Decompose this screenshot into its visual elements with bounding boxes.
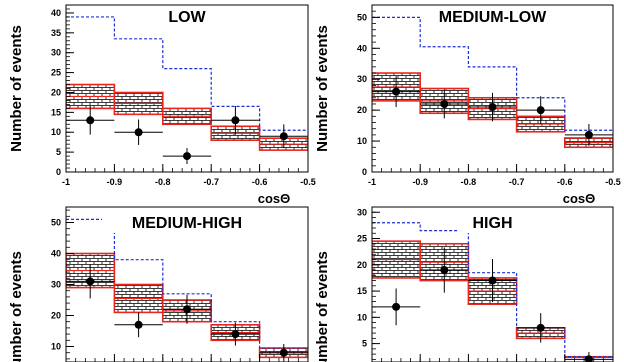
y-tick-label: 30 xyxy=(51,280,61,290)
y-tick-label: 25 xyxy=(357,234,367,244)
y-tick-label: 0 xyxy=(56,167,61,177)
panel-title-bg xyxy=(102,211,272,233)
plot-area xyxy=(372,222,613,362)
x-tick-label: -0.8 xyxy=(155,177,171,187)
data-point xyxy=(279,348,288,357)
data-point xyxy=(392,302,401,311)
y-tick-label: 50 xyxy=(51,218,61,228)
data-point xyxy=(86,277,95,286)
data-point xyxy=(86,116,95,125)
y-tick-label: 15 xyxy=(357,286,367,296)
x-tick-label: -0.5 xyxy=(605,177,621,187)
plot-frame xyxy=(371,206,614,362)
plot-area xyxy=(66,16,308,165)
panel-title-bg xyxy=(458,211,527,233)
dashed-histogram xyxy=(66,218,308,349)
data-point xyxy=(134,128,143,137)
y-axis-label: Number of events xyxy=(8,25,25,152)
panel-title: MEDIUM-HIGH xyxy=(132,215,242,232)
x-axis-label: cosΘ xyxy=(563,191,596,206)
data-point xyxy=(584,355,593,362)
plot-area xyxy=(372,16,613,149)
data-point xyxy=(488,276,497,285)
y-tick-label: 40 xyxy=(51,8,61,18)
y-tick-label: 30 xyxy=(51,48,61,58)
panel-2: 0 10 20 30 40 50 -1 -0.9 -0.8 -0.7 -0.6 -0.5 MEDIUM-… xyxy=(314,4,621,206)
dashed-histogram xyxy=(66,16,308,131)
dashed-histogram xyxy=(372,16,613,131)
data-point xyxy=(392,87,401,96)
y-tick-label: 30 xyxy=(357,207,367,217)
panel-1: 0 5 10 15 20 25 30 35 40 -1 -0.9 -0.8 -0.7 -0.6 -0.5 LO… xyxy=(8,4,316,206)
y-tick-label: 5 xyxy=(56,147,61,157)
y-tick-label: 20 xyxy=(51,311,61,321)
y-tick-label: 10 xyxy=(51,342,61,352)
data-point xyxy=(279,132,288,141)
panel-title: MEDIUM-LOW xyxy=(439,9,547,26)
data-point xyxy=(440,99,449,108)
data-point xyxy=(584,130,593,139)
y-tick-label: 20 xyxy=(357,105,367,115)
x-tick-label: -0.5 xyxy=(300,177,316,187)
x-tick-label: -0.7 xyxy=(203,177,219,187)
x-tick-label: -0.7 xyxy=(509,177,525,187)
y-axis-label: Number of events xyxy=(314,251,331,362)
y-tick-label: 10 xyxy=(357,312,367,322)
panel-title: LOW xyxy=(168,9,206,26)
y-tick-label: 10 xyxy=(357,136,367,146)
data-point xyxy=(231,330,240,339)
data-point xyxy=(536,106,545,115)
y-tick-label: 50 xyxy=(357,12,367,22)
y-tick-label: 20 xyxy=(51,87,61,97)
y-tick-label: 5 xyxy=(362,339,367,349)
x-tick-label: -0.6 xyxy=(252,177,268,187)
x-tick-label: -1 xyxy=(62,177,70,187)
data-point xyxy=(488,103,497,112)
data-point xyxy=(183,152,191,161)
plot-frame xyxy=(371,4,614,173)
x-tick-label: -1 xyxy=(368,177,376,187)
y-tick-label: 30 xyxy=(357,74,367,84)
data-point xyxy=(440,266,449,275)
y-tick-label: 35 xyxy=(51,28,61,38)
x-axis-label: cosΘ xyxy=(258,191,291,206)
y-tick-label: 40 xyxy=(51,249,61,259)
data-point xyxy=(183,305,191,314)
data-point xyxy=(536,323,545,332)
y-tick-label: 40 xyxy=(357,43,367,53)
y-tick-label: 10 xyxy=(51,127,61,137)
x-tick-label: -0.8 xyxy=(461,177,477,187)
x-tick-label: -0.9 xyxy=(107,177,123,187)
y-axis-label: Number of events xyxy=(8,251,25,362)
y-tick-label: 25 xyxy=(51,68,61,78)
panel-4: 5 10 15 20 25 30 HIGH Number of events xyxy=(314,206,614,362)
x-tick-label: -0.9 xyxy=(412,177,428,187)
plot-area xyxy=(66,218,308,362)
y-tick-label: 0 xyxy=(362,167,367,177)
x-tick-label: -0.6 xyxy=(557,177,573,187)
panel-3: 10 20 30 40 50 MEDIUM-HIGH Number of events xyxy=(8,206,309,362)
y-tick-label: 20 xyxy=(357,260,367,270)
data-point xyxy=(134,320,143,329)
y-tick-label: 15 xyxy=(51,107,61,117)
data-point xyxy=(231,116,240,125)
panel-title: HIGH xyxy=(473,215,513,232)
y-axis-label: Number of events xyxy=(314,25,331,152)
